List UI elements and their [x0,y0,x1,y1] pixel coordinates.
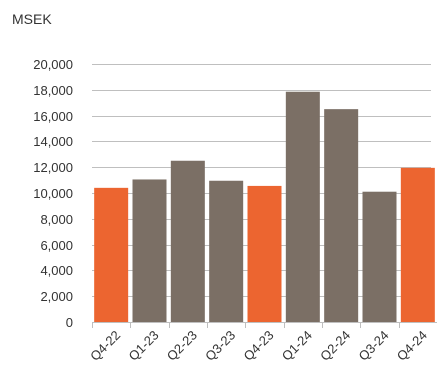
y-axis-tick-labels: 0 2,000 4,000 6,000 8,000 10,000 12,000 14,000 1… [33,57,73,330]
x-tick-label: Q1-24 [279,328,315,364]
y-tick-label: 16,000 [33,109,73,124]
y-tick-label: 6,000 [40,238,73,253]
bar-q2-24 [324,109,359,323]
y-tick-label: 18,000 [33,83,73,98]
y-tick-label: 4,000 [40,263,73,278]
x-axis [92,322,437,328]
x-tick-label: Q4-22 [87,328,123,364]
bar-q2-23 [170,160,205,322]
y-tick-label: 20,000 [33,57,73,72]
x-tick-label: Q1-23 [125,328,161,364]
y-unit-label: MSEK [12,11,52,27]
y-tick-label: 0 [66,315,73,330]
x-tick-label: Q2-23 [164,328,200,364]
x-axis-tick-labels: Q4-22 Q1-23 Q2-23 Q3-23 Q4-23 Q1-24 Q2-24 Q3-24… [87,328,430,364]
x-tick-label: Q3-23 [202,328,238,364]
y-tick-label: 2,000 [40,289,73,304]
bar-q4-23 [247,185,282,322]
x-tick-label: Q4-24 [394,328,430,364]
x-tick-label: Q3-24 [355,328,391,364]
bar-q4-24 [400,167,435,322]
bar-q1-24 [285,91,320,323]
x-tick-label: Q4-23 [240,328,276,364]
bar-q4-22 [94,187,129,322]
bar-q3-23 [209,180,244,322]
bar-q1-23 [132,179,167,322]
y-tick-label: 14,000 [33,134,73,149]
bar-q3-24 [362,191,397,322]
y-tick-label: 10,000 [33,186,73,201]
x-tick-label: Q2-24 [317,328,353,364]
y-tick-label: 12,000 [33,160,73,175]
bars [94,91,435,323]
y-tick-label: 8,000 [40,212,73,227]
